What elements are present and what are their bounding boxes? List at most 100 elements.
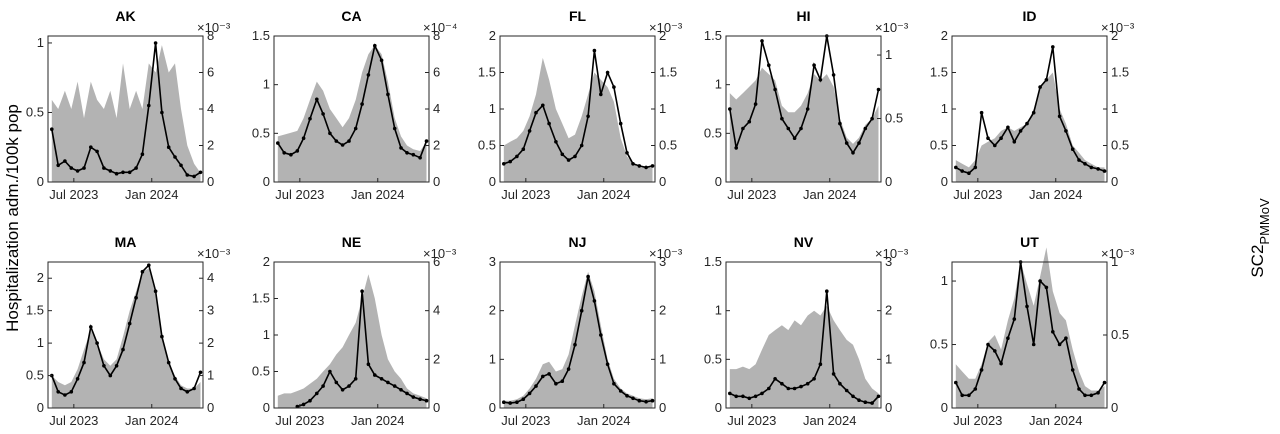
data-point xyxy=(870,401,874,405)
left-tick-label: 0 xyxy=(37,400,44,415)
data-point xyxy=(89,145,93,149)
data-point xyxy=(334,139,339,143)
data-point xyxy=(625,151,629,155)
area-series-sc2-pmmov xyxy=(277,45,427,182)
data-point xyxy=(979,110,984,115)
data-point xyxy=(334,380,339,385)
data-point xyxy=(741,126,745,131)
data-point xyxy=(108,169,113,173)
data-point xyxy=(592,48,597,53)
data-point xyxy=(1064,336,1068,341)
left-tick-label: 1 xyxy=(715,77,722,92)
data-point xyxy=(644,399,648,404)
left-tick-label: 0.5 xyxy=(930,138,948,153)
data-point xyxy=(160,110,164,115)
data-point xyxy=(1025,121,1029,126)
data-point xyxy=(392,384,397,388)
right-axis-exponent: ×10⁻³ xyxy=(197,20,231,35)
data-point xyxy=(82,166,86,170)
x-tick-label: Jul 2023 xyxy=(275,187,324,202)
left-tick-label: 0.5 xyxy=(704,351,722,366)
data-point xyxy=(282,151,287,155)
right-tick-label: 2 xyxy=(207,138,214,153)
data-point xyxy=(405,151,409,155)
data-point xyxy=(399,146,403,150)
left-tick-label: 0.5 xyxy=(252,125,270,140)
data-point xyxy=(1051,45,1055,49)
data-point xyxy=(547,121,551,126)
data-point xyxy=(75,169,80,173)
data-point xyxy=(863,400,868,405)
data-point xyxy=(747,119,752,124)
data-point xyxy=(147,103,151,108)
data-point xyxy=(993,143,997,148)
right-tick-label: 2 xyxy=(1111,28,1118,43)
data-point xyxy=(637,398,642,403)
data-point xyxy=(63,159,67,163)
left-tick-label: 1 xyxy=(263,327,270,342)
left-tick-label: 1.5 xyxy=(252,28,270,43)
data-point xyxy=(95,341,99,345)
x-tick-label: Jul 2023 xyxy=(727,413,776,428)
left-tick-label: 2 xyxy=(941,28,948,43)
data-point xyxy=(373,43,377,48)
data-point xyxy=(863,126,868,131)
x-tick-label: Jan 2024 xyxy=(803,413,857,428)
data-point xyxy=(160,334,164,339)
panel-title: NE xyxy=(342,234,361,250)
data-point xyxy=(605,70,610,75)
panel-nv: 0 0.5 1 1.5 0 1 2 3×10⁻³ Jul 2023 Jan 2024 NV xyxy=(704,234,909,428)
data-point xyxy=(56,163,60,168)
data-point xyxy=(185,173,190,177)
x-tick-label: Jul 2023 xyxy=(501,413,550,428)
data-point xyxy=(411,152,416,157)
data-point xyxy=(1089,393,1094,398)
data-point xyxy=(166,360,171,365)
data-point xyxy=(534,384,538,388)
data-point xyxy=(301,136,306,140)
data-point xyxy=(405,391,409,396)
panel-title: UT xyxy=(1020,234,1039,250)
left-tick-label: 1.5 xyxy=(252,291,270,306)
right-tick-label: 2 xyxy=(433,138,440,153)
data-point xyxy=(747,396,752,401)
data-point xyxy=(1089,165,1094,170)
data-point xyxy=(353,126,358,131)
right-tick-label: 1 xyxy=(1111,254,1118,269)
data-point xyxy=(308,116,312,121)
data-point xyxy=(373,373,377,377)
data-point xyxy=(63,393,67,397)
data-point xyxy=(1051,330,1055,334)
data-point xyxy=(360,102,364,106)
left-tick-label: 1.5 xyxy=(704,28,722,43)
data-point xyxy=(857,398,861,403)
data-point xyxy=(973,165,978,170)
data-point xyxy=(102,364,106,368)
left-tick-label: 0 xyxy=(941,400,948,415)
data-point xyxy=(728,107,732,111)
data-point xyxy=(527,391,532,396)
data-point xyxy=(851,151,855,155)
data-point xyxy=(198,170,203,175)
data-point xyxy=(347,139,351,143)
data-point xyxy=(153,289,158,294)
data-point xyxy=(418,397,422,402)
data-point xyxy=(1096,391,1100,395)
data-point xyxy=(579,308,584,313)
left-tick-label: 1 xyxy=(489,351,496,366)
area-series-sc2-pmmov xyxy=(729,67,879,182)
data-point xyxy=(121,170,125,175)
data-point xyxy=(960,393,964,398)
data-point xyxy=(999,361,1003,366)
x-tick-label: Jan 2024 xyxy=(1029,413,1083,428)
data-point xyxy=(618,121,623,126)
right-tick-label: 4 xyxy=(207,270,214,285)
x-tick-label: Jul 2023 xyxy=(953,187,1002,202)
right-y-axis-label-main: SC2 xyxy=(1248,245,1267,278)
data-point xyxy=(1031,110,1036,115)
line-series-hospitalization xyxy=(51,263,202,396)
data-point xyxy=(127,170,132,175)
left-tick-label: 0 xyxy=(715,174,722,189)
